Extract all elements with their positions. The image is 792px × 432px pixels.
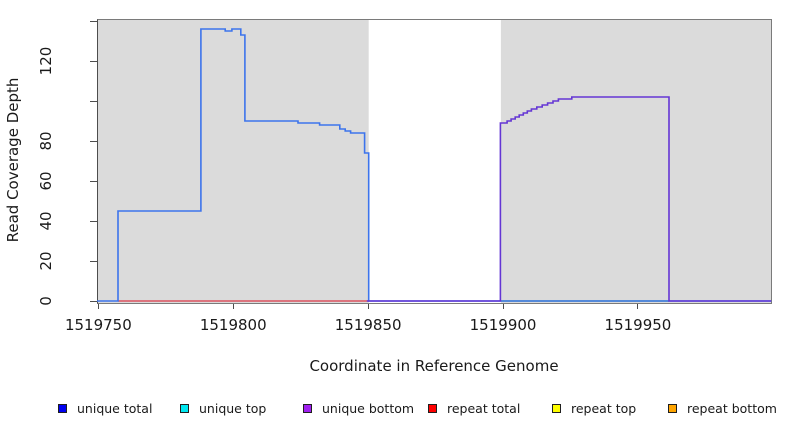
x-tick-mark (637, 304, 639, 309)
y-tick-mark (90, 140, 97, 142)
legend-swatch-icon (428, 404, 437, 413)
x-axis-title: Coordinate in Reference Genome (309, 357, 559, 375)
x-tick-label: 1519950 (604, 316, 672, 334)
legend-swatch-icon (180, 404, 189, 413)
legend-label: unique total (77, 401, 153, 416)
series-unique-bottom (366, 96, 772, 302)
series-unique-total (97, 28, 772, 302)
x-tick-label: 1519800 (199, 316, 267, 334)
legend-swatch-icon (552, 404, 561, 413)
x-tick-mark (502, 304, 504, 309)
y-tick-label: 40 (37, 211, 55, 231)
legend-item-repeat-total: repeat total (428, 402, 520, 415)
shaded-region-1 (97, 20, 369, 303)
legend-swatch-icon (303, 404, 312, 413)
legend-item-repeat-bottom: repeat bottom (668, 402, 777, 415)
y-tick-mark (90, 20, 97, 22)
y-tick-mark (90, 60, 97, 62)
x-tick-mark (367, 304, 369, 309)
y-tick-mark (90, 300, 97, 302)
legend-swatch-icon (668, 404, 677, 413)
y-axis-title-text: Read Coverage Depth (4, 77, 22, 243)
x-tick-label: 1519900 (469, 316, 537, 334)
legend-item-repeat-top: repeat top (552, 402, 636, 415)
legend-swatch-icon (58, 404, 67, 413)
y-tick-label: 120 (37, 46, 55, 76)
y-tick-label: 0 (37, 296, 55, 306)
y-tick-mark (90, 260, 97, 262)
legend-label: unique bottom (322, 401, 415, 416)
y-tick-mark (90, 220, 97, 222)
plot-area (97, 19, 772, 304)
y-axis-title: Read Coverage Depth (4, 0, 22, 243)
y-tick-label: 80 (37, 131, 55, 151)
y-tick-mark (90, 180, 97, 182)
x-tick-label: 1519850 (334, 316, 402, 334)
legend-label: repeat bottom (687, 401, 777, 416)
legend-item-unique-bottom: unique bottom (303, 402, 414, 415)
legend-item-unique-total: unique total (58, 402, 152, 415)
legend-label: repeat total (447, 401, 521, 416)
legend-label: unique top (199, 401, 267, 416)
y-tick-mark (90, 100, 97, 102)
legend-label: repeat top (571, 401, 637, 416)
y-tick-label: 60 (37, 171, 55, 191)
x-tick-label: 1519750 (64, 316, 132, 334)
shaded-region-2 (500, 20, 772, 303)
legend-item-unique-top: unique top (180, 402, 266, 415)
x-tick-mark (232, 304, 234, 309)
y-tick-label: 20 (37, 251, 55, 271)
x-tick-mark (97, 304, 99, 309)
